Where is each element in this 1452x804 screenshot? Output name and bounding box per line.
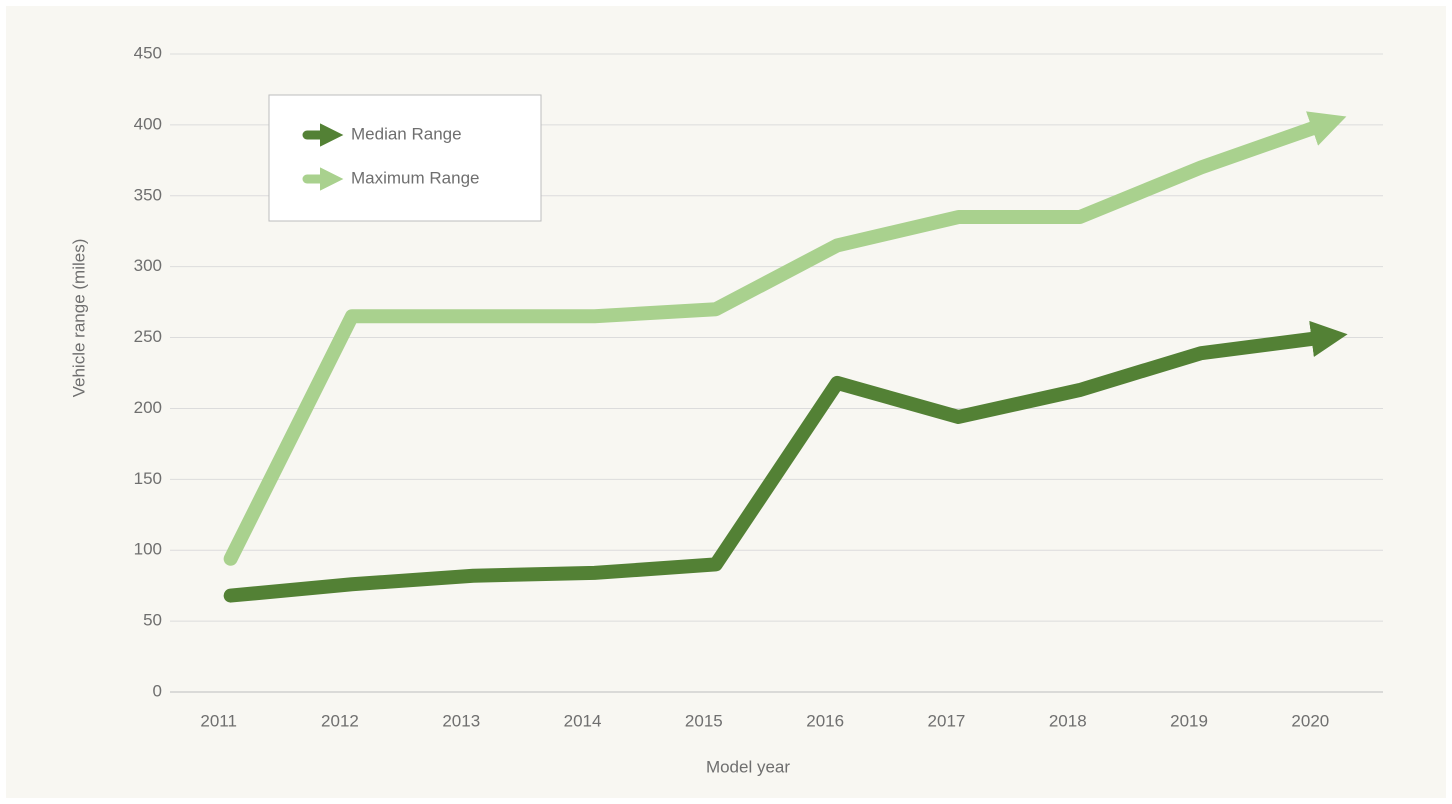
y-tick-label: 250 <box>134 327 162 346</box>
plot-background <box>6 6 1446 798</box>
x-tick-label: 2014 <box>564 711 602 730</box>
x-tick-label: 2011 <box>200 711 237 730</box>
y-tick-label: 400 <box>134 114 162 133</box>
legend-label: Median Range <box>351 124 462 143</box>
series-line <box>223 320 1348 603</box>
x-tick-label: 2012 <box>321 711 359 730</box>
x-tick-label: 2019 <box>1170 711 1208 730</box>
y-tick-label: 300 <box>134 256 162 275</box>
x-tick-label: 2013 <box>442 711 480 730</box>
legend-box <box>268 94 542 222</box>
x-axis-label: Model year <box>706 757 790 776</box>
legend-label: Maximum Range <box>351 168 480 187</box>
y-tick-label: 0 <box>153 681 162 700</box>
y-tick-label: 150 <box>134 469 162 488</box>
y-tick-label: 100 <box>134 540 162 559</box>
x-tick-label: 2016 <box>806 711 844 730</box>
series-line <box>223 111 1347 566</box>
y-tick-label: 50 <box>143 611 162 630</box>
x-tick-label: 2017 <box>928 711 966 730</box>
y-tick-label: 200 <box>134 398 162 417</box>
y-axis-label: Vehicle range (miles) <box>69 239 88 398</box>
y-tick-label: 450 <box>134 43 162 62</box>
x-tick-label: 2015 <box>685 711 723 730</box>
x-tick-label: 2018 <box>1049 711 1087 730</box>
y-tick-label: 350 <box>134 185 162 204</box>
x-tick-label: 2020 <box>1291 711 1329 730</box>
